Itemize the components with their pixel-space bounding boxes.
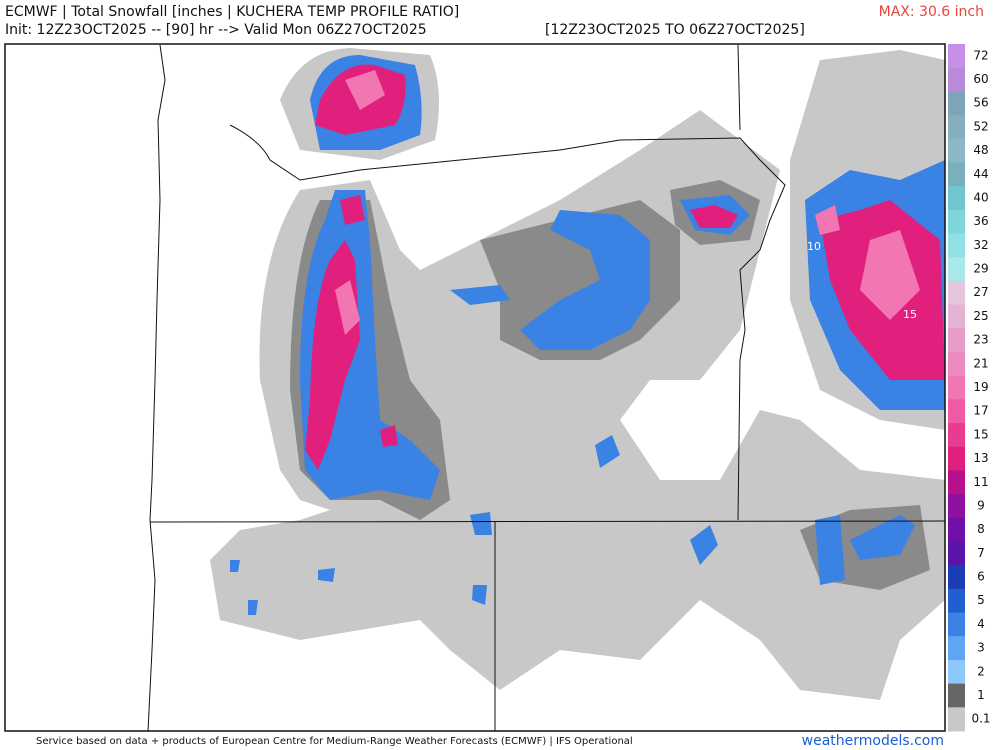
colorbar-swatch xyxy=(948,304,965,329)
colorbar-swatch xyxy=(948,115,965,140)
colorbar-label: 11 xyxy=(973,475,988,489)
colorbar-swatch xyxy=(948,280,965,306)
colorbar-label: 32 xyxy=(973,238,988,252)
colorbar-label: 19 xyxy=(973,380,988,394)
title: ECMWF | Total Snowfall [inches | KUCHERA… xyxy=(5,4,460,20)
colorbar-swatch xyxy=(948,67,965,92)
colorbar-swatch xyxy=(948,659,965,685)
credit: Service based on data + products of Euro… xyxy=(36,736,633,747)
colorbar-swatch xyxy=(948,91,965,116)
colorbar-swatch xyxy=(948,423,965,448)
colorbar-label: 3 xyxy=(977,641,985,655)
colorbar-label: 60 xyxy=(973,72,988,86)
colorbar-label: 48 xyxy=(973,143,988,157)
colorbar-swatch xyxy=(948,328,965,353)
colorbar-swatch xyxy=(948,636,965,661)
colorbar-swatch xyxy=(948,541,965,566)
colorbar-label: 4 xyxy=(977,617,985,631)
colorbar-label: 52 xyxy=(973,119,988,133)
colorbar-label: 44 xyxy=(973,167,988,181)
colorbar-label: 56 xyxy=(973,96,988,110)
colorbar-label: 25 xyxy=(973,309,988,323)
colorbar-label: 17 xyxy=(973,404,988,418)
colorbar-swatch xyxy=(948,446,965,471)
colorbar-label: 8 xyxy=(977,522,985,536)
colorbar-swatch xyxy=(948,138,965,163)
colorbar-label: 5 xyxy=(977,593,985,607)
colorbar-label: 7 xyxy=(977,546,985,560)
map-frame xyxy=(4,43,946,732)
colorbar-label: 0.1 xyxy=(971,712,990,726)
colorbar-label: 2 xyxy=(977,664,985,678)
snow-pink-core xyxy=(335,70,920,335)
init-line: Init: 12Z23OCT2025 -- [90] hr --> Valid … xyxy=(5,22,427,38)
colorbar-swatch xyxy=(948,162,965,187)
colorbar: 7260565248444036322927252321191715131198… xyxy=(948,44,991,732)
colorbar-swatch xyxy=(948,494,965,519)
colorbar-swatch xyxy=(948,186,965,211)
colorbar-label: 1 xyxy=(977,688,985,702)
colorbar-swatch xyxy=(948,565,965,590)
colorbar-swatch xyxy=(948,470,965,495)
colorbar-swatch xyxy=(948,44,965,69)
map-label: 15 xyxy=(903,308,917,321)
colorbar-label: 27 xyxy=(973,285,988,299)
colorbar-label: 23 xyxy=(973,333,988,347)
colorbar-label: 29 xyxy=(973,262,988,276)
brand: weathermodels.com xyxy=(802,733,944,749)
colorbar-label: 9 xyxy=(977,498,985,512)
colorbar-swatch xyxy=(948,351,965,377)
colorbar-label: 15 xyxy=(973,427,988,441)
colorbar-label: 6 xyxy=(977,570,985,584)
colorbar-swatch xyxy=(948,375,965,400)
colorbar-swatch xyxy=(948,588,965,614)
colorbar-swatch xyxy=(948,683,965,708)
colorbar-label: 13 xyxy=(973,451,988,465)
colorbar-label: 72 xyxy=(973,48,988,62)
colorbar-swatch xyxy=(948,399,965,424)
max-value: MAX: 30.6 inch xyxy=(878,4,984,20)
map-label: 10 xyxy=(807,240,821,253)
colorbar-swatch xyxy=(948,233,965,258)
colorbar-label: 21 xyxy=(973,356,988,370)
boundaries xyxy=(147,44,946,732)
colorbar-swatch xyxy=(948,612,965,637)
colorbar-label: 36 xyxy=(973,214,988,228)
colorbar-swatch xyxy=(948,517,965,542)
colorbar-swatch xyxy=(948,707,965,732)
colorbar-label: 40 xyxy=(973,190,988,204)
colorbar-swatch xyxy=(948,257,965,282)
colorbar-swatch xyxy=(948,209,965,235)
valid-range: [12Z23OCT2025 TO 06Z27OCT2025] xyxy=(545,22,805,38)
